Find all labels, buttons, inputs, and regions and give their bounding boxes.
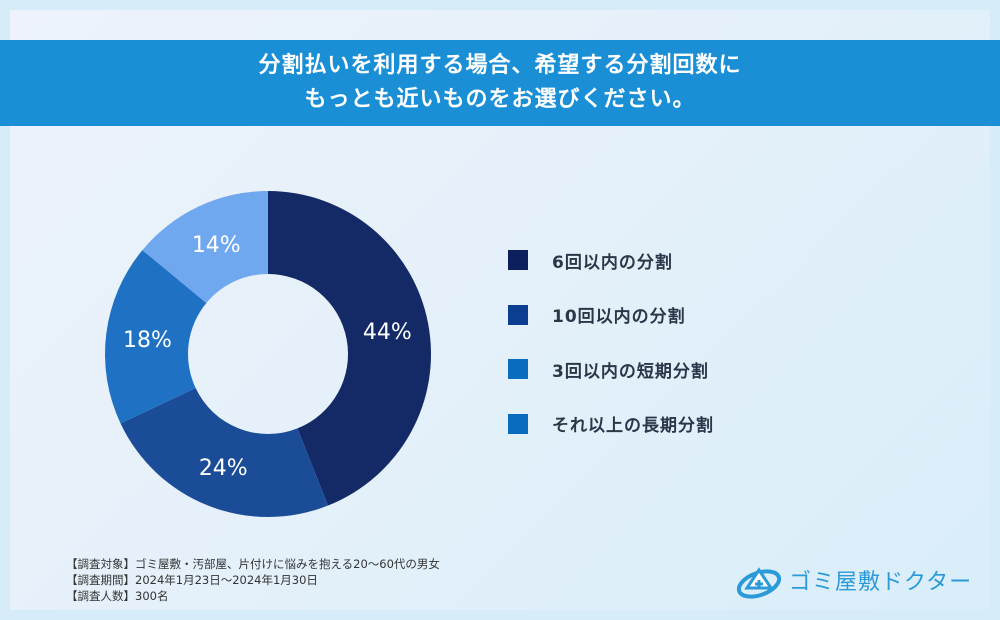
slice-label-3: 14% bbox=[192, 233, 241, 258]
legend-swatch bbox=[508, 413, 528, 434]
note-count: 【調査人数】300名 bbox=[66, 589, 169, 603]
legend: 6回以内の分割 10回以内の分割 3回以内の短期分割 それ以上の長期分割 bbox=[508, 250, 714, 468]
title-line-2: もっとも近いものをお選びください。 bbox=[304, 87, 696, 112]
legend-item: 3回以内の短期分割 bbox=[508, 359, 714, 382]
note-period: 【調査期間】2024年1月23日〜2024年1月30日 bbox=[66, 573, 318, 587]
chart-title-banner: 分割払いを利用する場合、希望する分割回数に もっとも近いものをお選びください。 bbox=[0, 40, 1000, 126]
legend-swatch bbox=[508, 250, 528, 270]
slice-label-1: 24% bbox=[199, 456, 248, 481]
donut-slice-1 bbox=[120, 388, 329, 517]
legend-label: 10回以内の分割 bbox=[552, 307, 686, 327]
house-logo-icon bbox=[736, 567, 782, 599]
legend-item: 10回以内の分割 bbox=[508, 304, 714, 327]
brand-logo: ゴミ屋敷ドクター bbox=[735, 560, 972, 600]
donut-slice-3 bbox=[142, 191, 268, 304]
legend-item: それ以上の長期分割 bbox=[508, 413, 714, 436]
legend-label: 6回以内の分割 bbox=[552, 252, 673, 273]
slice-label-0: 44% bbox=[363, 320, 412, 345]
donut-slice-2 bbox=[104, 250, 207, 424]
note-target: 【調査対象】ゴミ屋敷・汚部屋、片付けに悩みを抱える20〜60代の男女 bbox=[66, 557, 440, 571]
legend-swatch bbox=[508, 359, 528, 379]
slice-label-2: 18% bbox=[123, 328, 172, 353]
legend-label: 3回以内の短期分割 bbox=[552, 361, 709, 382]
logo-text: ゴミ屋敷ドクター bbox=[789, 570, 973, 595]
legend-swatch bbox=[508, 304, 528, 325]
survey-notes: 【調査対象】ゴミ屋敷・汚部屋、片付けに悩みを抱える20〜60代の男女 【調査期間… bbox=[66, 556, 440, 604]
legend-label: それ以上の長期分割 bbox=[552, 416, 714, 436]
legend-item: 6回以内の分割 bbox=[508, 250, 714, 273]
title-line-1: 分割払いを利用する場合、希望する分割回数に bbox=[258, 53, 742, 78]
donut-slice-0 bbox=[268, 191, 431, 506]
